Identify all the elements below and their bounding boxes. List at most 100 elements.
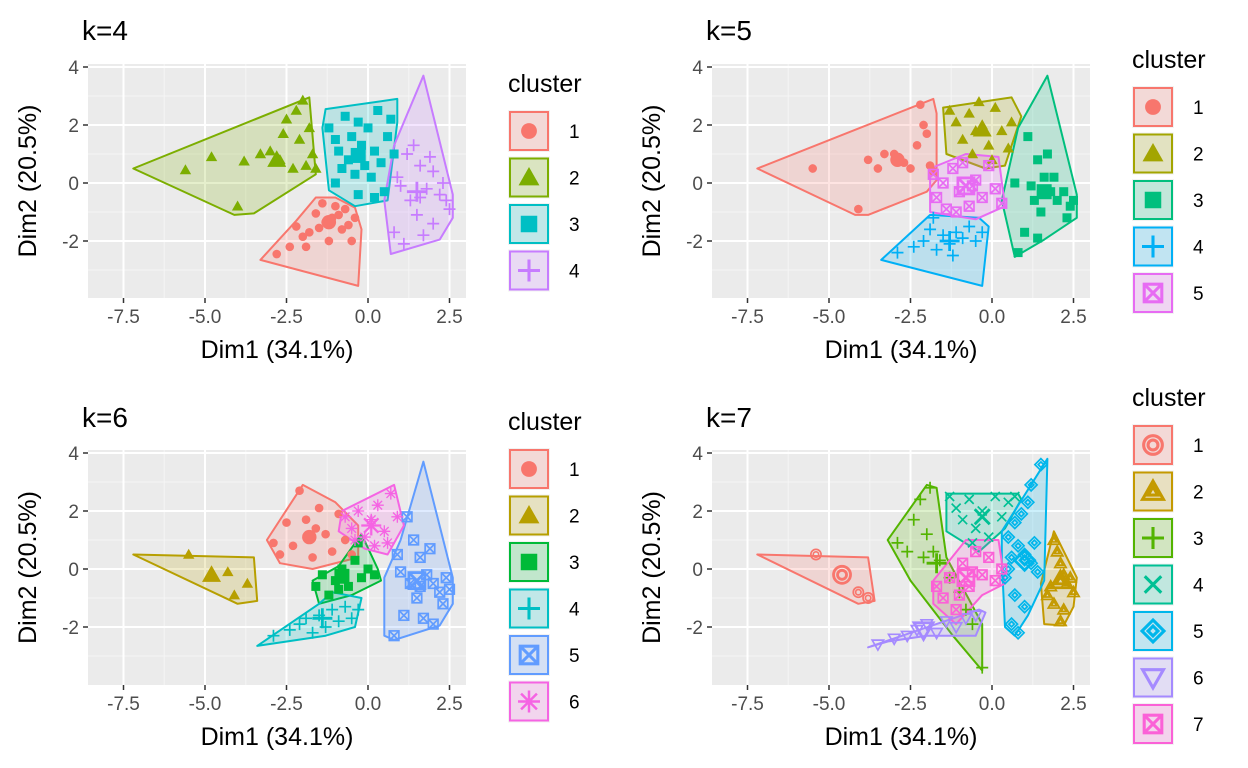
cluster-7-centroid-cross	[956, 568, 975, 587]
cluster-5-point	[947, 162, 959, 175]
cluster-5-point	[997, 570, 1013, 585]
cluster-5-point	[411, 592, 423, 604]
cluster-4-point-shape	[436, 177, 449, 189]
cluster-2-point-shape	[1046, 596, 1062, 609]
legend-item-1: 1	[1132, 424, 1204, 466]
legend-key-symbol	[1142, 713, 1164, 735]
legend-key-symbol	[1145, 99, 1161, 115]
cluster-1-point	[305, 227, 314, 237]
cluster-3-point	[1029, 195, 1039, 205]
cluster-2-point	[966, 148, 979, 159]
cluster-2-point	[293, 133, 306, 144]
cluster-5-point	[950, 206, 962, 218]
legend-label: 3	[1193, 191, 1204, 212]
cluster-5-point-cross	[395, 566, 406, 578]
x-tick-label: -2.5	[270, 307, 303, 328]
cluster-3-point-shape	[370, 193, 380, 202]
cluster-4-point	[440, 194, 453, 207]
cluster-7-point	[943, 572, 956, 584]
cluster-4-point-shape	[917, 235, 930, 247]
cluster-6-point	[378, 525, 391, 538]
cluster-4-point	[1009, 491, 1020, 502]
legend-label: 2	[569, 169, 580, 190]
legend-key-symbol	[1142, 282, 1164, 304]
cluster-7-point-shape	[966, 566, 979, 578]
cluster-6-point-shape	[368, 539, 381, 552]
cluster-3-point-shape	[370, 146, 380, 156]
legend-key-symbol	[518, 690, 540, 713]
legend-label: 1	[1193, 98, 1204, 119]
cluster-6-centroid	[361, 515, 382, 536]
cluster-2-centroid	[972, 119, 992, 137]
x-tick-label: 0.0	[979, 307, 1005, 328]
cluster-1-point	[308, 553, 317, 562]
cluster-4-centroid	[312, 608, 333, 629]
cluster-5-point-inner	[1001, 573, 1009, 582]
cluster-4-point-shape	[300, 612, 313, 625]
cluster-3-point-shape	[1069, 195, 1078, 205]
legend-key-symbol-shape	[1144, 191, 1162, 209]
cluster-5-point	[417, 612, 430, 624]
cluster-2-point	[290, 104, 302, 115]
cluster-3-point-shape	[363, 564, 373, 574]
cluster-3-point	[347, 132, 357, 142]
cluster-6-point-shape	[348, 534, 361, 546]
cluster-3-point-shape	[927, 545, 940, 558]
cluster-3-point	[891, 536, 904, 549]
cluster-5-centroid	[1012, 548, 1037, 573]
cluster-2-point-shape	[254, 148, 267, 159]
cluster-5-centroid-cross	[956, 176, 975, 195]
legend-item-6: 6	[508, 680, 580, 723]
cluster-1-point-shape	[334, 210, 343, 220]
cluster-3-point	[1039, 172, 1049, 182]
cluster-4-point-shape	[339, 600, 352, 613]
y-tick-label: 2	[692, 502, 703, 523]
cluster-1-point	[331, 201, 340, 211]
cluster-5-point-cross	[940, 203, 952, 215]
cluster-3-point-shape	[370, 570, 380, 580]
cluster-2-point-inner	[1049, 535, 1058, 543]
panel-title: k=4	[82, 15, 128, 46]
cluster-5-point-shape	[437, 598, 449, 610]
cluster-1-point	[880, 149, 889, 159]
cluster-4-point	[930, 243, 943, 256]
cluster-4-point-shape	[944, 491, 955, 502]
cluster-2-point	[222, 566, 234, 577]
cluster-1-point-inner	[812, 550, 820, 559]
cluster-1-point	[314, 223, 324, 233]
cluster-3-point	[334, 146, 344, 156]
cluster-5-point-inner	[1037, 460, 1045, 469]
cluster-4-point-shape	[950, 226, 963, 239]
cluster-5-centroid-inner	[1018, 553, 1032, 567]
cluster-1-point	[344, 220, 353, 230]
cluster-1-point-shape	[862, 592, 875, 604]
cluster-6-point	[352, 505, 365, 517]
x-tick-label: -5.0	[189, 307, 222, 328]
legend-item-5: 5	[1132, 272, 1204, 314]
cluster-4-point	[397, 237, 410, 250]
cluster-7-point-shape	[943, 572, 956, 584]
cluster-7-point-cross	[944, 572, 956, 584]
x-tick-label: 2.5	[436, 694, 462, 715]
cluster-1-point	[334, 509, 343, 519]
cluster-5-point-inner	[1023, 498, 1032, 507]
cluster-5-point	[1020, 495, 1036, 510]
legend-key-symbol	[520, 553, 538, 571]
cluster-7-point-cross	[970, 546, 982, 557]
cluster-3-point	[376, 158, 386, 168]
cluster-6-point	[348, 534, 361, 546]
cluster-6-point	[948, 621, 964, 635]
cluster-3-centroid-shape	[926, 553, 947, 574]
cluster-4-point	[891, 246, 904, 259]
cluster-3-point	[1020, 227, 1030, 237]
cluster-5-point	[427, 618, 439, 630]
cluster-6-points	[339, 487, 404, 552]
x-tick-label: -5.0	[813, 694, 846, 715]
cluster-2-point-inner	[1069, 587, 1078, 595]
cluster-2-point-shape	[973, 96, 985, 107]
cluster-1-centroid	[321, 214, 337, 230]
cluster-4-point-shape	[401, 148, 414, 160]
cluster-5-point	[1017, 599, 1032, 614]
cluster-7-point-cross	[957, 557, 969, 569]
cluster-3-point	[317, 570, 327, 580]
